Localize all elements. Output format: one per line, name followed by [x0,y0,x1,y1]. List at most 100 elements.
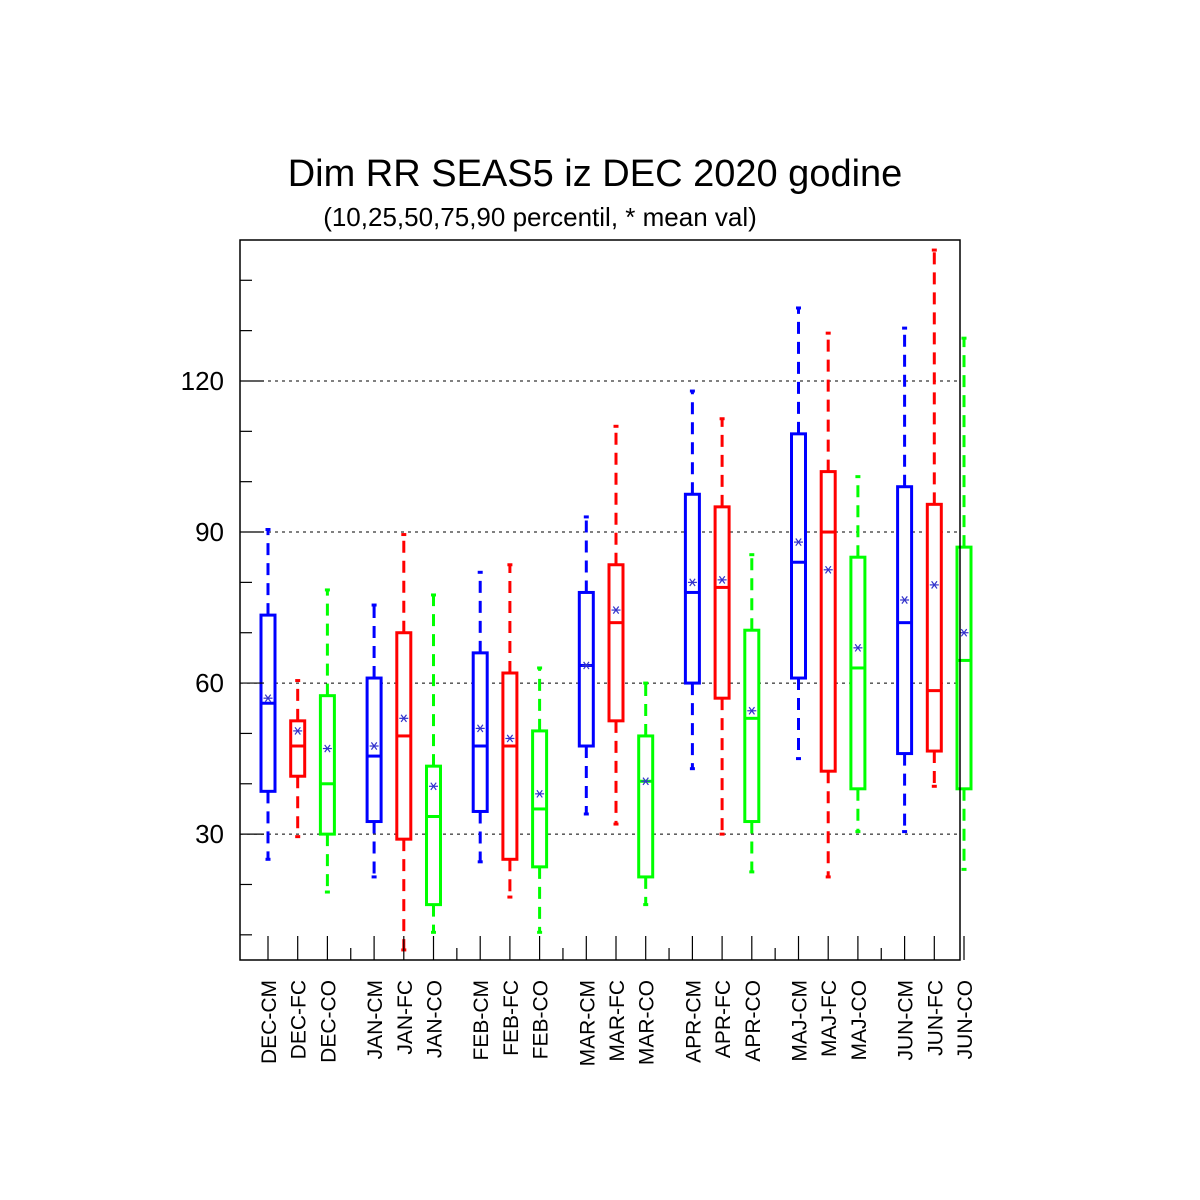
x-tick-label: JUN-FC [924,980,947,1056]
x-tick-label: MAJ-CM [789,980,812,1062]
x-tick-label: JUN-CM [895,980,918,1060]
mean-marker [263,694,273,703]
box-mar-fc [607,424,625,826]
mean-stroke [901,596,908,604]
x-tick-label: DEC-CO [317,980,340,1063]
box-iqr [713,505,731,700]
x-tick-label: APR-CM [682,980,705,1063]
mean-marker [581,661,591,670]
box-iqr [896,485,914,756]
mean-stroke [477,724,484,733]
box-mar-co [637,681,655,907]
x-tick-label: DEC-FC [288,980,311,1059]
x-tick-label: APR-CO [742,980,765,1062]
mean-marker [747,706,757,715]
box-apr-cm [683,389,701,771]
x-tick-label: JAN-CM [364,980,387,1059]
box-iqr [531,729,549,869]
mean-marker [505,734,515,743]
x-tick-label: MAR-CM [576,980,599,1066]
box-jan-cm [365,603,383,879]
box-iqr [955,545,973,791]
mean-stroke [748,706,755,715]
box-iqr [318,694,336,836]
box-jun-fc [925,248,943,788]
box-feb-cm [471,570,489,864]
mean-marker [929,580,939,589]
mean-marker [794,538,803,547]
mean-stroke [689,578,696,587]
box-iqr [819,470,837,773]
mean-stroke [506,734,514,743]
x-tick-label: DEC-CM [258,980,281,1064]
box-feb-fc [501,563,519,899]
box-iqr [289,719,307,778]
box-jan-fc [395,533,413,952]
mean-stroke [718,575,726,584]
box-feb-co [531,666,549,934]
box-maj-co [849,475,867,834]
x-tick-label: MAR-CO [636,980,659,1065]
mean-stroke [642,777,649,786]
box-mar-cm [577,515,595,816]
box-apr-co [743,553,761,874]
mean-marker [611,606,621,615]
mean-stroke [294,726,301,735]
x-tick-label: FEB-CO [530,980,553,1059]
mean-stroke [430,782,437,791]
mean-marker [853,643,863,652]
box-iqr [471,651,489,813]
mean-marker [429,782,438,791]
mean-stroke [612,606,620,615]
box-iqr [501,671,519,861]
box-iqr [577,590,595,748]
x-tick-label: MAR-FC [606,980,629,1062]
box-iqr [637,734,655,879]
mean-marker [823,565,833,574]
x-tick-label: MAJ-FC [818,980,841,1057]
mean-marker [717,575,727,584]
y-axis: 30 60 90 120 [181,279,264,936]
mean-stroke [960,628,968,637]
mean-stroke [795,538,802,547]
chart-subtitle: (10,25,50,75,90 percentil, * mean val) [323,202,757,232]
x-tick-label: JUN-CO [954,980,977,1059]
box-iqr [365,676,383,824]
x-axis: DEC-CM DEC-FC DEC-CO JAN-CM JAN-FC JAN-CO FEB-… [258,936,977,1066]
box-dec-fc [289,679,307,839]
x-tick-label: FEB-CM [470,980,493,1061]
box-maj-cm [790,306,807,761]
mean-marker [475,724,485,733]
box-iqr [683,492,701,685]
box-maj-fc [819,331,837,879]
box-iqr [743,628,761,824]
mean-stroke [583,661,590,670]
box-apr-fc [713,417,731,836]
mean-marker [293,726,303,735]
mean-stroke [400,714,407,723]
box-iqr [925,502,943,753]
mean-stroke [370,742,378,750]
box-dec-co [318,588,336,894]
mean-marker [900,596,910,604]
mean-marker [959,628,969,637]
chart-title: Dim RR SEAS5 iz DEC 2020 godine [288,153,903,195]
mean-stroke [931,580,938,589]
x-tick-label: MAJ-CO [848,980,871,1061]
box-dec-cm [259,528,277,861]
box-iqr [849,555,867,791]
y-tick-label: 120 [181,366,224,396]
x-tick-label: JAN-FC [394,980,417,1055]
grid-lines [240,380,960,835]
x-tick-label: JAN-CO [424,980,447,1058]
mean-stroke [854,643,862,652]
mean-marker [322,744,332,753]
x-tick-label: APR-FC [712,980,735,1058]
box-jan-co [425,593,442,934]
mean-stroke [536,789,543,798]
mean-stroke [324,744,331,753]
mean-marker [535,789,545,798]
mean-marker [369,742,379,750]
